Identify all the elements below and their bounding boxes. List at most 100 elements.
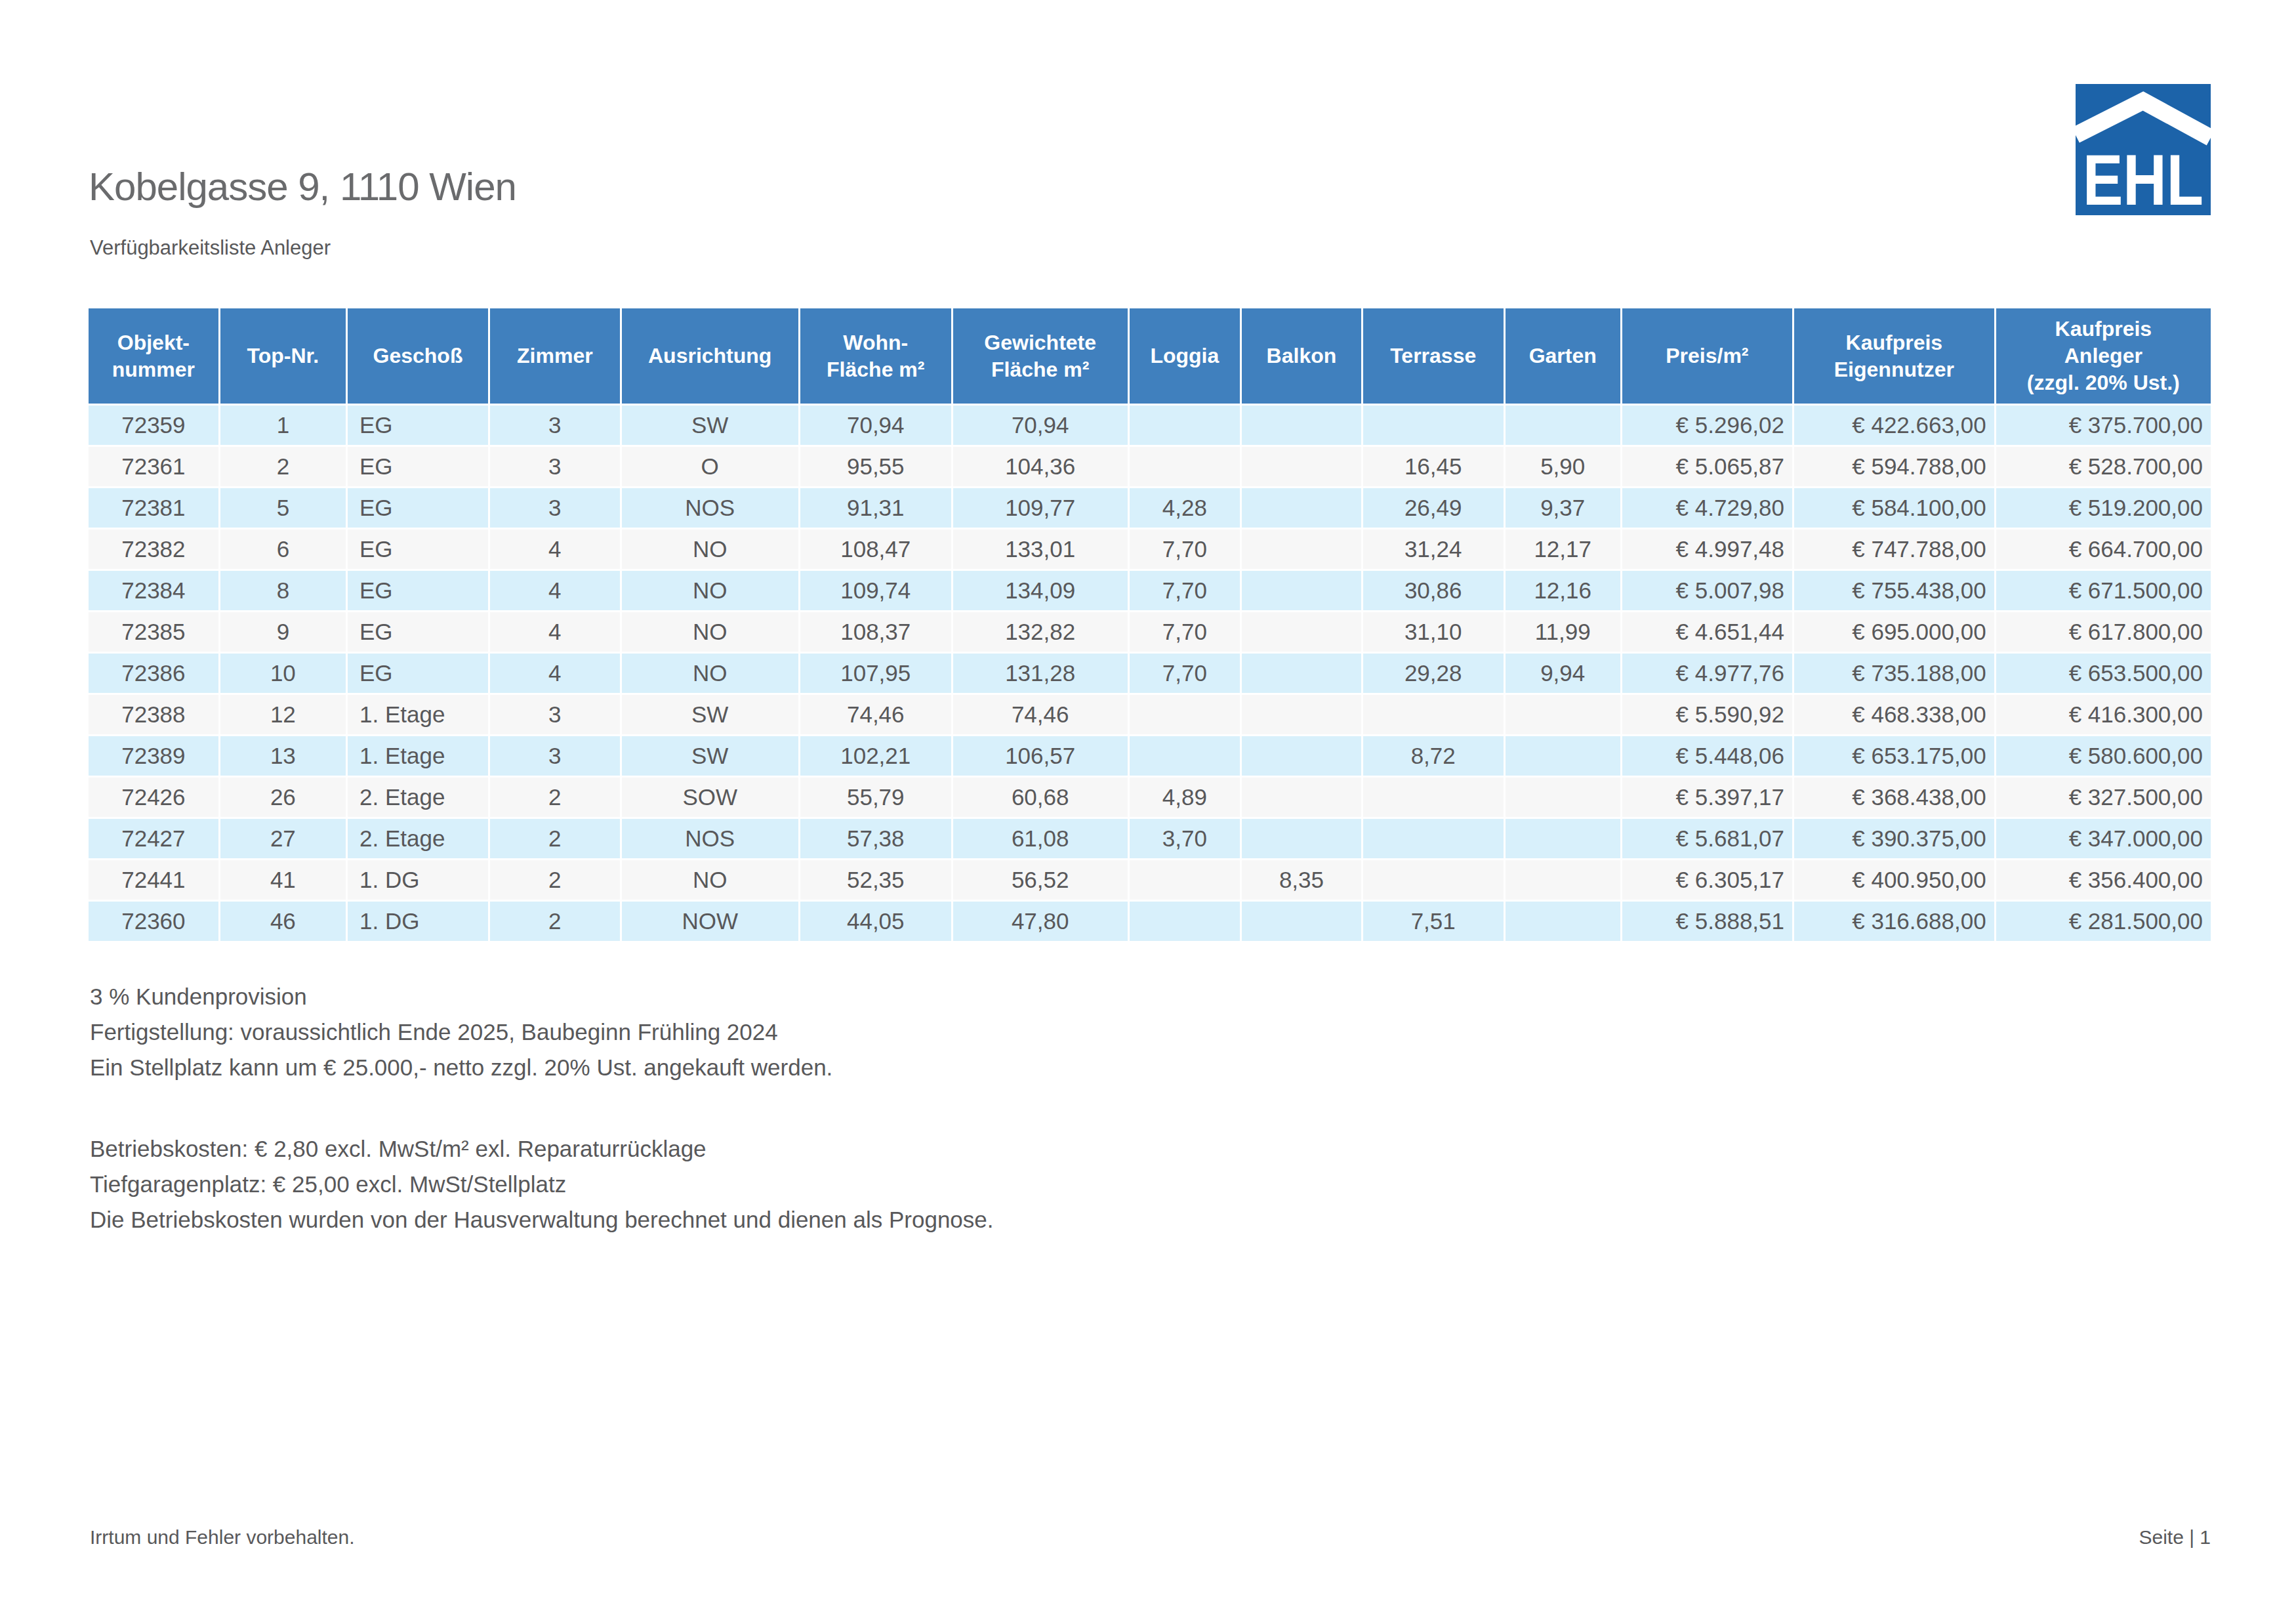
note-line: Die Betriebskosten wurden von der Hausve… bbox=[90, 1202, 994, 1238]
table-cell: € 6.305,17 bbox=[1621, 860, 1793, 901]
table-cell: € 316.688,00 bbox=[1794, 901, 1996, 942]
table-cell: EG bbox=[347, 405, 489, 446]
table-cell: 108,37 bbox=[799, 612, 952, 653]
table-cell: 31,10 bbox=[1362, 612, 1504, 653]
table-cell: EG bbox=[347, 446, 489, 488]
table-cell: 109,77 bbox=[952, 488, 1128, 529]
table-cell: 74,46 bbox=[799, 694, 952, 736]
note-line: Ein Stellplatz kann um € 25.000,- netto … bbox=[90, 1050, 832, 1085]
table-cell: € 747.788,00 bbox=[1794, 529, 1996, 570]
table-cell: 72385 bbox=[88, 612, 220, 653]
table-cell: € 594.788,00 bbox=[1794, 446, 1996, 488]
table-header-row: Objekt- nummerTop-Nr.GeschoßZimmerAusric… bbox=[88, 308, 2212, 405]
page-title: Kobelgasse 9, 1110 Wien bbox=[89, 164, 516, 209]
table-cell: 72441 bbox=[88, 860, 220, 901]
table-cell: € 653.500,00 bbox=[1995, 653, 2211, 694]
table-cell: EG bbox=[347, 488, 489, 529]
table-cell bbox=[1241, 529, 1363, 570]
table-row: 72389131. Etage3SW102,21106,578,72€ 5.44… bbox=[88, 736, 2212, 777]
table-cell bbox=[1128, 860, 1241, 901]
table-cell: 3 bbox=[489, 446, 621, 488]
table-cell: 109,74 bbox=[799, 570, 952, 612]
table-cell: 8 bbox=[219, 570, 346, 612]
table-cell: 2 bbox=[489, 818, 621, 860]
table-cell: 2 bbox=[489, 777, 621, 818]
table-cell: € 584.100,00 bbox=[1794, 488, 1996, 529]
table-cell: 7,70 bbox=[1128, 612, 1241, 653]
table-cell: € 4.651,44 bbox=[1621, 612, 1793, 653]
table-body: 723591EG3SW70,9470,94€ 5.296,02€ 422.663… bbox=[88, 405, 2212, 942]
table-cell bbox=[1362, 405, 1504, 446]
table-cell: 10 bbox=[219, 653, 346, 694]
table-cell bbox=[1128, 405, 1241, 446]
table-cell: 1. Etage bbox=[347, 694, 489, 736]
table-cell: 72384 bbox=[88, 570, 220, 612]
table-cell: NO bbox=[621, 653, 799, 694]
table-cell: 2 bbox=[489, 901, 621, 942]
notes-block-1: 3 % KundenprovisionFertigstellung: vorau… bbox=[90, 979, 832, 1085]
table-cell: € 5.007,98 bbox=[1621, 570, 1793, 612]
table-cell: € 519.200,00 bbox=[1995, 488, 2211, 529]
table-cell: 72359 bbox=[88, 405, 220, 446]
table-cell: 72386 bbox=[88, 653, 220, 694]
ehl-logo: EHL bbox=[2076, 84, 2211, 215]
table-cell: 57,38 bbox=[799, 818, 952, 860]
table-cell: 4 bbox=[489, 612, 621, 653]
table-cell: € 4.997,48 bbox=[1621, 529, 1793, 570]
table-cell: 3 bbox=[489, 694, 621, 736]
column-header-1: Top-Nr. bbox=[219, 308, 346, 405]
table-cell bbox=[1241, 405, 1363, 446]
table-cell bbox=[1241, 736, 1363, 777]
table-cell: 8,35 bbox=[1241, 860, 1363, 901]
table-cell: 44,05 bbox=[799, 901, 952, 942]
table-cell: € 580.600,00 bbox=[1995, 736, 2211, 777]
table-cell: O bbox=[621, 446, 799, 488]
table-cell: 2. Etage bbox=[347, 777, 489, 818]
table-cell: 5,90 bbox=[1504, 446, 1621, 488]
table-cell: SW bbox=[621, 405, 799, 446]
note-line: Betriebskosten: € 2,80 excl. MwSt/m² exl… bbox=[90, 1131, 994, 1167]
table-cell: 72426 bbox=[88, 777, 220, 818]
table-cell: 12,17 bbox=[1504, 529, 1621, 570]
table-cell: 4,89 bbox=[1128, 777, 1241, 818]
table-cell bbox=[1504, 860, 1621, 901]
table-cell: € 695.000,00 bbox=[1794, 612, 1996, 653]
table-cell: 2 bbox=[219, 446, 346, 488]
table-cell: 9,37 bbox=[1504, 488, 1621, 529]
table-header: Objekt- nummerTop-Nr.GeschoßZimmerAusric… bbox=[88, 308, 2212, 405]
table-cell bbox=[1241, 570, 1363, 612]
column-header-8: Balkon bbox=[1241, 308, 1363, 405]
table-cell: 74,46 bbox=[952, 694, 1128, 736]
note-line: Fertigstellung: voraussichtlich Ende 202… bbox=[90, 1014, 832, 1050]
table-cell bbox=[1241, 612, 1363, 653]
table-cell: 134,09 bbox=[952, 570, 1128, 612]
table-cell bbox=[1241, 777, 1363, 818]
notes-block-2: Betriebskosten: € 2,80 excl. MwSt/m² exl… bbox=[90, 1131, 994, 1238]
table-cell: 4 bbox=[489, 529, 621, 570]
table-row: 723859EG4NO108,37132,827,7031,1011,99€ 4… bbox=[88, 612, 2212, 653]
table-cell: SOW bbox=[621, 777, 799, 818]
table-cell: 52,35 bbox=[799, 860, 952, 901]
table-cell: 29,28 bbox=[1362, 653, 1504, 694]
table-cell: 9,94 bbox=[1504, 653, 1621, 694]
table-cell bbox=[1504, 694, 1621, 736]
table-row: 723591EG3SW70,9470,94€ 5.296,02€ 422.663… bbox=[88, 405, 2212, 446]
table-cell: € 5.681,07 bbox=[1621, 818, 1793, 860]
table-cell: 108,47 bbox=[799, 529, 952, 570]
table-row: 723815EG3NOS91,31109,774,2826,499,37€ 4.… bbox=[88, 488, 2212, 529]
column-header-2: Geschoß bbox=[347, 308, 489, 405]
table-cell: NOS bbox=[621, 818, 799, 860]
table-cell: € 5.590,92 bbox=[1621, 694, 1793, 736]
table-cell bbox=[1504, 777, 1621, 818]
table-cell bbox=[1128, 446, 1241, 488]
table-cell: 132,82 bbox=[952, 612, 1128, 653]
table-cell: SW bbox=[621, 694, 799, 736]
table-cell: 41 bbox=[219, 860, 346, 901]
table-cell: 5 bbox=[219, 488, 346, 529]
table-cell: NO bbox=[621, 612, 799, 653]
table-cell: 2. Etage bbox=[347, 818, 489, 860]
availability-table: Objekt- nummerTop-Nr.GeschoßZimmerAusric… bbox=[87, 306, 2213, 943]
table-cell: € 422.663,00 bbox=[1794, 405, 1996, 446]
table-cell: 7,51 bbox=[1362, 901, 1504, 942]
table-cell: 1. Etage bbox=[347, 736, 489, 777]
